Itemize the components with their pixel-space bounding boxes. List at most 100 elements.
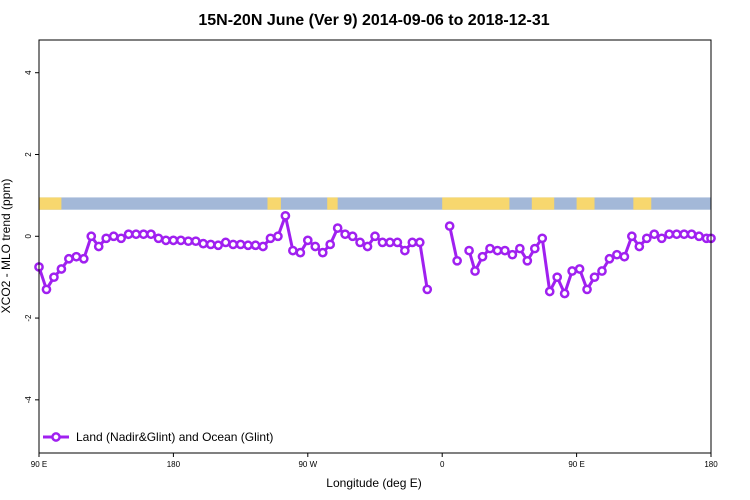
data-point — [407, 237, 418, 248]
data-point — [597, 266, 607, 276]
data-point — [377, 237, 388, 248]
data-point — [385, 237, 395, 248]
data-point — [477, 251, 488, 262]
data-point — [78, 253, 89, 264]
ocean-land-band — [39, 197, 711, 210]
data-point — [71, 251, 82, 262]
x-tick-label: 90 E — [568, 460, 584, 469]
land-patch — [327, 197, 338, 210]
data-point — [183, 236, 194, 247]
data-point — [452, 255, 462, 266]
x-tick-label: 0 — [440, 460, 445, 469]
data-point — [649, 229, 660, 240]
data-point — [153, 233, 164, 244]
data-point — [340, 229, 350, 240]
land-patch — [531, 197, 555, 210]
data-point — [664, 229, 675, 240]
data-point — [280, 210, 291, 221]
data-point — [116, 233, 126, 244]
data-point — [131, 229, 141, 240]
x-axis: 90 E 180 90 W 0 90 E 180 — [31, 453, 718, 469]
data-point — [190, 236, 201, 247]
data-point — [507, 249, 518, 260]
data-point — [146, 229, 156, 240]
land-patch — [442, 197, 510, 210]
data-point — [288, 245, 298, 256]
y-tick-label: 4 — [24, 70, 33, 75]
series-line — [37, 214, 429, 291]
data-point — [258, 241, 268, 252]
data-point — [612, 249, 622, 260]
land-patch — [39, 197, 62, 210]
data-point — [694, 231, 704, 242]
data-point — [198, 238, 209, 249]
y-tick-label: 2 — [24, 152, 33, 157]
data-point — [108, 231, 119, 242]
data-point — [671, 229, 682, 240]
data-point — [686, 229, 697, 240]
data-point — [220, 237, 231, 248]
data-point — [634, 241, 645, 252]
x-tick-label: 90 W — [298, 460, 317, 469]
data-point — [64, 253, 74, 264]
data-point — [544, 286, 555, 297]
y-tick-label: 0 — [24, 234, 33, 239]
data-point — [332, 223, 343, 233]
x-tick-label: 180 — [167, 460, 181, 469]
land-patch — [267, 197, 281, 210]
data-point — [567, 266, 577, 276]
data-point — [464, 245, 474, 256]
series-line — [467, 232, 711, 296]
data-point — [325, 239, 336, 250]
data-point — [574, 264, 585, 274]
data-point — [400, 245, 410, 256]
data-point — [641, 233, 652, 244]
land-patch — [576, 197, 595, 210]
data-point — [627, 231, 637, 242]
data-point — [470, 266, 480, 276]
data-point — [589, 272, 600, 283]
data-point — [302, 235, 313, 246]
data-point — [49, 272, 59, 283]
data-point — [422, 284, 433, 295]
data-point — [619, 251, 630, 262]
data-point — [317, 247, 328, 258]
chart-title: 15N-20N June (Ver 9) 2014-09-06 to 2018-… — [198, 12, 549, 29]
x-tick-label: 180 — [704, 460, 718, 469]
plot-frame — [38, 39, 712, 454]
data-point — [235, 239, 246, 250]
data-point — [370, 231, 380, 242]
series-line — [448, 225, 459, 262]
data-point — [138, 229, 149, 240]
y-axis-label: XCO2 - MLO trend (ppm) — [0, 179, 13, 314]
data-point — [250, 240, 261, 251]
legend-swatch-marker — [51, 432, 61, 442]
land-patch — [633, 197, 652, 210]
x-tick-label: 90 E — [31, 460, 47, 469]
data-point — [559, 288, 570, 299]
data-point — [101, 233, 112, 244]
data-point — [176, 235, 186, 246]
data-point — [529, 243, 540, 254]
data-point — [168, 235, 179, 246]
y-tick-label: -2 — [24, 314, 33, 322]
data-point — [604, 253, 615, 264]
data-point — [123, 229, 134, 240]
data-point — [265, 233, 276, 244]
legend-label: Land (Nadir&Glint) and Ocean (Glint) — [76, 430, 273, 444]
data-point — [243, 240, 253, 251]
data-point — [522, 255, 533, 266]
ocean-band — [39, 197, 711, 210]
data-point — [355, 237, 365, 248]
x-axis-label: Longitude (deg E) — [326, 476, 421, 490]
data-point — [273, 231, 283, 242]
data-point — [515, 243, 525, 254]
legend: Land (Nadir&Glint) and Ocean (Glint) — [43, 430, 273, 444]
data-point — [213, 240, 224, 251]
y-tick-label: -4 — [24, 396, 33, 404]
data-point — [228, 239, 238, 250]
data-point — [492, 245, 503, 256]
data-point — [56, 264, 67, 274]
data-point — [500, 245, 510, 256]
